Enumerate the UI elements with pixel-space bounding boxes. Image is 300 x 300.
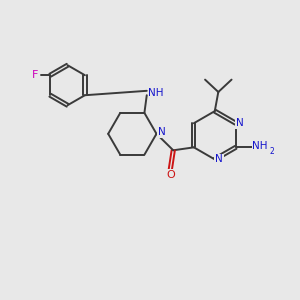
Text: N: N bbox=[158, 127, 165, 137]
Text: N: N bbox=[215, 154, 223, 164]
Text: N: N bbox=[236, 118, 244, 128]
Text: NH: NH bbox=[252, 142, 268, 152]
Text: 2: 2 bbox=[269, 147, 274, 156]
Text: O: O bbox=[166, 170, 175, 180]
Text: F: F bbox=[32, 70, 39, 80]
Text: NH: NH bbox=[148, 88, 164, 98]
